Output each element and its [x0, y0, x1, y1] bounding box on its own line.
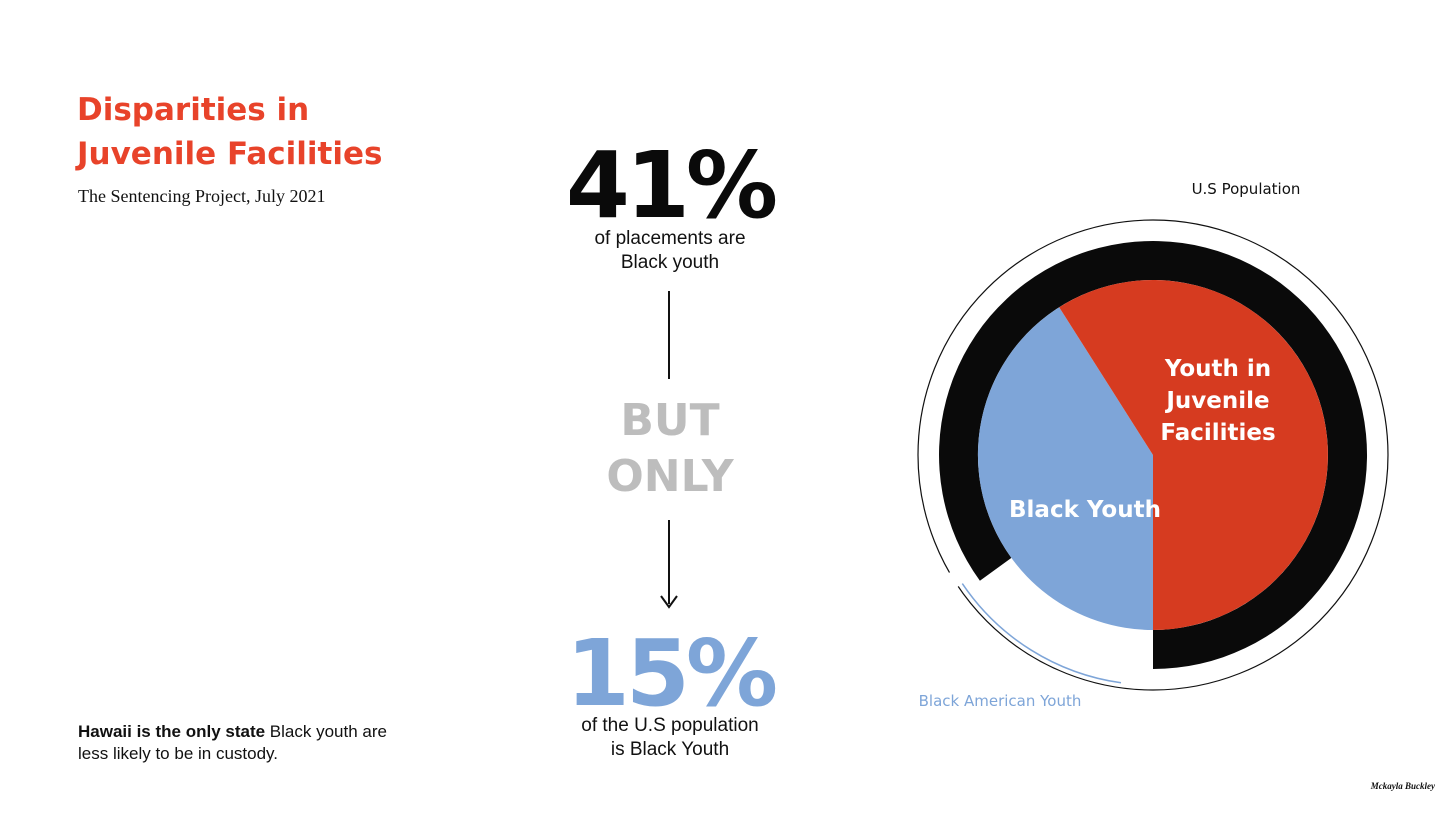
- bottom-caption-line-1: of the U.S population: [581, 715, 759, 736]
- us-population-label: U.S Population: [1192, 180, 1301, 198]
- outer-population-ring: [917, 219, 1389, 691]
- footnote: Hawaii is the only state Black youth are…: [78, 721, 418, 765]
- top-stat-caption: of placements are Black youth: [545, 227, 795, 275]
- outer-ring-gap: [945, 569, 964, 590]
- footnote-bold: Hawaii is the only state: [78, 722, 266, 741]
- source-citation: The Sentencing Project, July 2021: [78, 186, 326, 206]
- connector-word-only: ONLY: [606, 451, 734, 502]
- arrow-down-icon: [660, 595, 678, 609]
- connector-word-but: BUT: [620, 395, 720, 446]
- title-line-1: Disparities in: [77, 92, 310, 128]
- population-pie-chart: U.S Population Youth in Juvenile Facilit…: [917, 180, 1389, 710]
- page-title: Disparities in Juvenile Facilities: [77, 88, 497, 176]
- blue-slice-label: Black Youth: [1009, 497, 1161, 523]
- black-american-youth-label: Black American Youth: [919, 692, 1082, 710]
- connector-line-bottom: [668, 520, 670, 604]
- top-stat-value: 41%: [565, 132, 778, 239]
- red-slice-label-1: Youth in: [1164, 356, 1271, 382]
- juvenile-facilities-slice: [1059, 280, 1328, 630]
- top-caption-line-1: of placements are: [594, 228, 746, 249]
- top-caption-line-2: Black youth: [620, 252, 720, 273]
- bottom-caption-line-2: is Black Youth: [610, 739, 730, 760]
- red-slice-label-3: Facilities: [1160, 420, 1275, 446]
- title-line-2: Juvenile Facilities: [77, 136, 383, 172]
- bottom-stat-value: 15%: [565, 620, 778, 727]
- black-american-youth-arc: [961, 583, 1122, 684]
- bottom-stat-caption: of the U.S population is Black Youth: [545, 714, 795, 762]
- red-slice-label-2: Juvenile: [1164, 388, 1269, 414]
- footnote-rest: Black youth are less likely to be in cus…: [78, 722, 387, 763]
- black-youth-slice: [977, 307, 1153, 630]
- connector-line-top: [668, 291, 670, 379]
- author-credit: Mckayla Buckley: [1370, 781, 1435, 791]
